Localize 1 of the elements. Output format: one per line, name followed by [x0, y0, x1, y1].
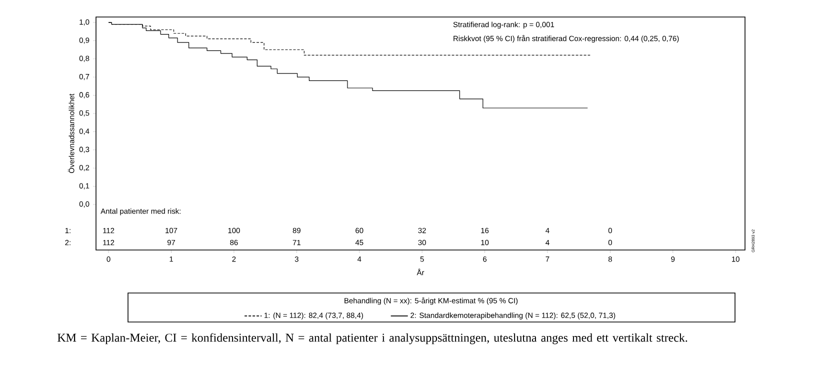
text: KM = Kaplan-Meier, CI = konfidensintervall, N = antal patienter i analysuppsättningen, uteslutna anges med ett vertikalt streck.	[58, 333, 688, 344]
